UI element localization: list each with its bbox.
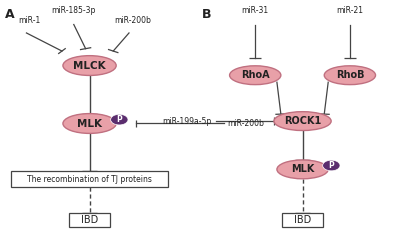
Circle shape xyxy=(111,114,128,125)
Text: A: A xyxy=(5,8,14,21)
Text: IBD: IBD xyxy=(81,215,98,225)
Ellipse shape xyxy=(230,66,281,85)
Text: P: P xyxy=(328,161,334,170)
Ellipse shape xyxy=(63,56,116,75)
Text: miR-200b: miR-200b xyxy=(228,119,264,128)
Text: miR-31: miR-31 xyxy=(242,6,269,15)
Text: RhoB: RhoB xyxy=(336,70,364,80)
Text: B: B xyxy=(202,8,212,21)
Text: P: P xyxy=(116,115,122,124)
FancyBboxPatch shape xyxy=(11,171,168,187)
Text: miR-1: miR-1 xyxy=(18,16,41,24)
Text: miR-185-3p: miR-185-3p xyxy=(52,6,96,15)
FancyBboxPatch shape xyxy=(69,213,110,227)
Text: RhoA: RhoA xyxy=(241,70,270,80)
Ellipse shape xyxy=(63,114,116,133)
Circle shape xyxy=(323,160,340,171)
Text: MLK: MLK xyxy=(77,119,102,128)
Text: ROCK1: ROCK1 xyxy=(284,116,321,126)
Ellipse shape xyxy=(324,66,376,85)
Text: MLK: MLK xyxy=(291,164,314,174)
Ellipse shape xyxy=(277,160,328,179)
FancyBboxPatch shape xyxy=(282,213,323,227)
Text: MLCK: MLCK xyxy=(73,61,106,71)
Text: miR-199a-5p: miR-199a-5p xyxy=(162,117,212,125)
Text: IBD: IBD xyxy=(294,215,311,225)
Text: miR-21: miR-21 xyxy=(336,6,363,15)
Text: miR-200b: miR-200b xyxy=(114,16,151,24)
Text: The recombination of TJ proteins: The recombination of TJ proteins xyxy=(27,175,152,184)
Ellipse shape xyxy=(274,112,331,130)
